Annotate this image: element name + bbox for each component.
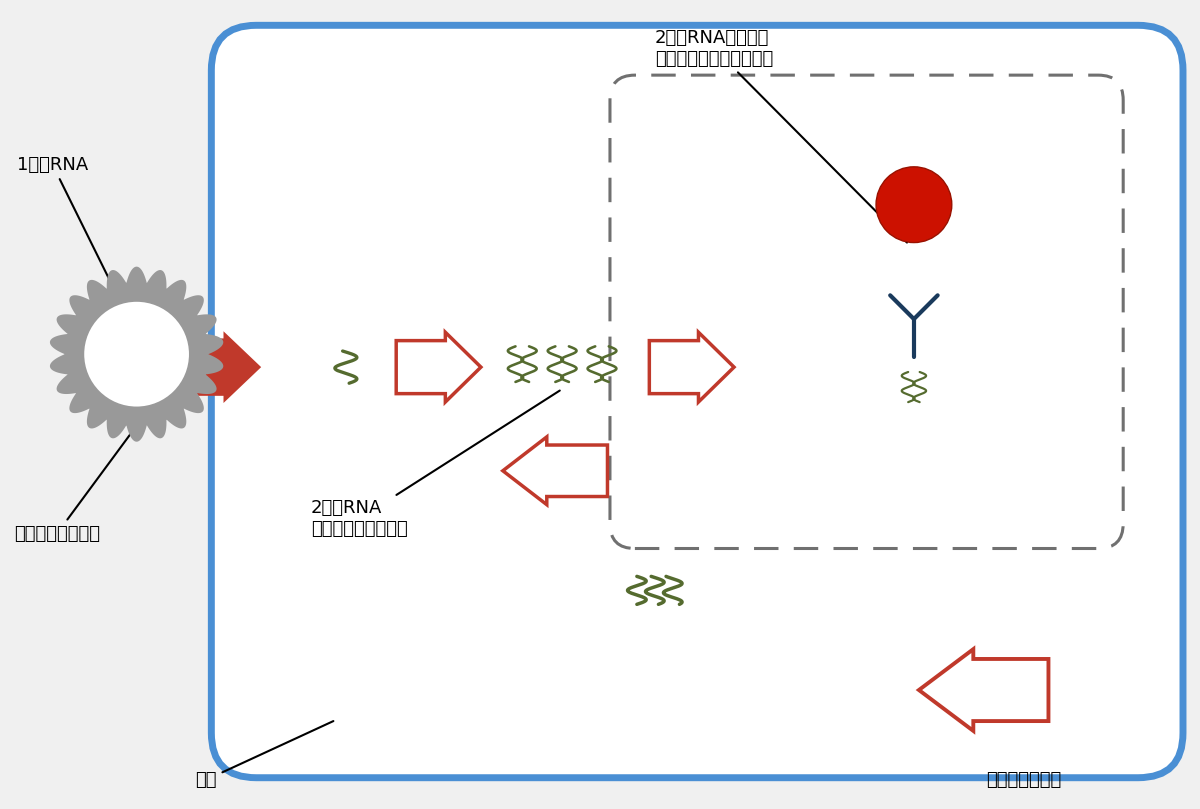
Polygon shape — [172, 331, 262, 403]
Polygon shape — [50, 267, 223, 442]
Text: 2本鎖RNAに特異的
に結合する蛍光標識抗体: 2本鎖RNAに特異的 に結合する蛍光標識抗体 — [655, 29, 907, 243]
Text: 細胞: 細胞 — [196, 721, 334, 789]
Text: 1本鎖RNA: 1本鎖RNA — [17, 156, 120, 302]
FancyBboxPatch shape — [211, 25, 1183, 777]
Text: ウイルスが増殖: ウイルスが増殖 — [986, 771, 1061, 789]
Text: ヒトノロウイルス: ヒトノロウイルス — [14, 421, 140, 543]
Text: 2本鎖RNA
（複製過程で出現）: 2本鎖RNA （複製過程で出現） — [311, 391, 559, 538]
Polygon shape — [503, 437, 607, 505]
Circle shape — [84, 302, 188, 407]
Polygon shape — [919, 649, 1049, 731]
Circle shape — [876, 167, 952, 243]
